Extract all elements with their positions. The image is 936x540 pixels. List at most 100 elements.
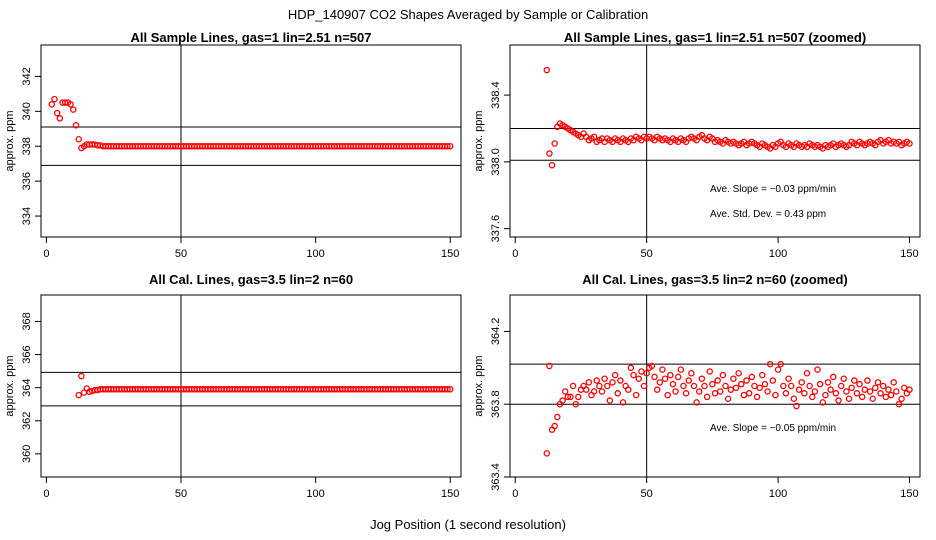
data-point [677,366,685,373]
data-point [743,377,750,384]
y-tick-label: 366 [21,345,33,363]
y-axis-label: approx. ppm [473,355,485,416]
y-tick-label: 336 [21,172,33,190]
data-point [559,397,566,404]
data-point [53,109,61,117]
data-point [714,377,721,384]
data-point [769,377,777,384]
data-point [582,386,590,393]
data-point [751,382,758,390]
data-point [780,382,787,390]
data-point [774,366,782,373]
data-point [790,395,798,402]
data-point [745,390,753,397]
y-tick-label: 337.6 [490,215,502,243]
figure-title: HDP_140907 CO2 Shapes Averaged by Sample… [288,7,648,22]
y-tick-label: 368 [21,312,33,330]
x-tick-label: 50 [175,488,187,500]
data-point [806,382,813,390]
data-point [567,393,574,401]
x-tick-label: 150 [441,248,459,260]
x-tick-label: 100 [306,248,324,260]
x-tick-label: 50 [641,488,653,500]
x-tick-label: 0 [512,488,518,500]
data-point [906,140,913,147]
data-point [648,362,656,370]
x-tick-label: 0 [43,488,49,500]
y-tick-label: 364 [21,378,33,396]
data-point [819,399,827,406]
data-point [893,388,900,395]
data-point [822,391,829,399]
data-point [851,377,858,384]
data-point [753,393,761,401]
data-point [635,375,643,382]
data-point [706,368,713,375]
data-point [906,386,913,393]
data-point [543,66,551,74]
data-point [590,133,598,141]
data-point [898,395,905,402]
data-point [885,386,892,393]
data-point [72,122,80,129]
panel-1: All Sample Lines, gas=1 lin=2.51 n=507 0 5… [4,30,462,260]
data-point [548,161,556,169]
panel-title: All Sample Lines, gas=1 lin=2.51 n=507 (… [564,30,866,45]
data-point [782,390,790,397]
data-point [701,382,708,390]
data-point [717,388,724,395]
data-point [879,382,887,390]
plot-frame [40,44,462,238]
data-point [816,380,824,388]
y-tick-label: 342 [21,67,33,85]
data-point [695,388,703,395]
y-tick-label: 338 [21,137,33,155]
data-point [900,384,908,392]
data-point [685,377,692,384]
data-point [772,391,779,399]
data-point [798,379,805,386]
data-point [759,371,766,379]
data-point [830,373,837,381]
data-point [75,136,82,143]
data-point [735,370,742,377]
data-point [561,388,569,395]
data-point [861,386,869,393]
data-point [843,388,850,395]
data-point [895,400,903,408]
data-point [719,371,727,379]
data-point [619,399,627,406]
data-point [727,386,735,393]
y-tick-label: 338.4 [490,81,502,109]
data-point [444,386,451,393]
data-point [638,368,645,375]
panel-2: All Sample Lines, gas=1 lin=2.51 n=507 (… [473,30,921,260]
y-tick-label: 363.8 [490,390,502,418]
annotation: Ave. Slope = −0.03 ppm/min [710,184,836,195]
data-point [617,377,624,384]
data-point [864,377,871,384]
data-point [793,402,800,410]
data-point [856,380,863,388]
data-point [777,360,784,368]
data-point [709,380,716,388]
data-point [698,375,706,382]
data-point [693,399,700,406]
data-point [667,371,674,379]
data-point [787,382,795,390]
data-point [761,380,769,388]
data-point [601,375,608,382]
y-axis-label: approx. ppm [4,355,16,416]
data-point [444,142,451,150]
data-point [732,384,740,392]
data-point [575,393,582,401]
data-point [640,382,648,390]
figure-xlabel: Jog Position (1 second resolution) [370,517,566,532]
data-point [785,375,792,382]
data-point [832,390,840,397]
data-point [756,384,763,392]
data-point [724,395,732,402]
data-point [632,391,640,399]
data-point [609,379,616,386]
data-point [627,364,635,372]
